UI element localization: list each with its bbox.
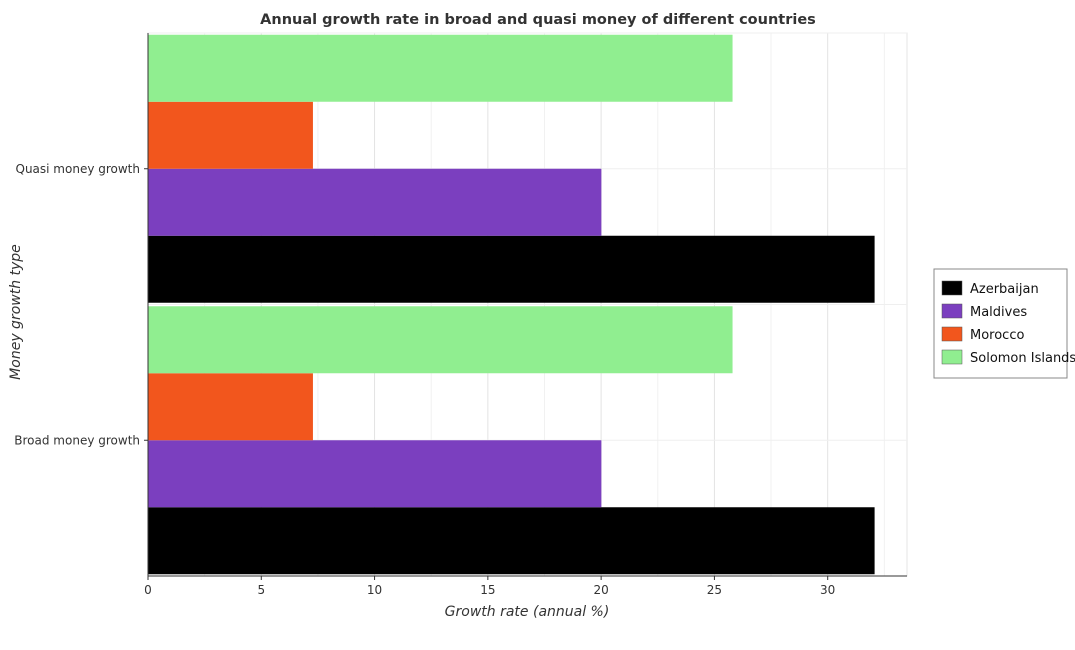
legend: Azerbaijan Maldives Morocco Solomon Islands	[933, 268, 1075, 379]
legend-swatch	[941, 303, 963, 319]
bar-morocco-0	[148, 101, 313, 169]
legend-swatch	[941, 326, 963, 342]
legend-swatch	[941, 280, 963, 296]
axes: Quasi money growth Broad money growth 0 5 10…	[14, 33, 907, 597]
legend-label: Azerbaijan	[970, 282, 1039, 297]
legend-swatch	[941, 349, 963, 365]
x-tick-label: 15	[480, 583, 495, 597]
bar-maldives-0	[148, 168, 602, 236]
x-tick-label: 10	[367, 583, 382, 597]
legend-label: Morocco	[970, 328, 1024, 343]
chart-title: Annual growth rate in broad and quasi mo…	[260, 12, 816, 28]
bar-solomon-islands-1	[148, 306, 733, 374]
x-tick-label: 30	[820, 583, 835, 597]
y-tick-label: Quasi money growth	[16, 162, 141, 176]
bar-solomon-islands-0	[148, 34, 733, 102]
x-tick-label: 5	[257, 583, 265, 597]
x-tick-label: 25	[707, 583, 722, 597]
y-tick-label: Broad money growth	[14, 433, 140, 447]
legend-label: Solomon Islands	[970, 351, 1075, 366]
x-tick-label: 0	[144, 583, 152, 597]
x-axis-label: Growth rate (annual %)	[445, 604, 610, 620]
bar-morocco-1	[148, 373, 313, 441]
bar-azerbaijan-1	[148, 507, 875, 575]
bars	[148, 34, 875, 575]
y-axis-label: Money growth type	[8, 244, 24, 380]
legend-label: Maldives	[970, 305, 1027, 320]
bar-azerbaijan-0	[148, 235, 875, 303]
x-tick-label: 20	[593, 583, 608, 597]
bar-maldives-1	[148, 440, 602, 508]
